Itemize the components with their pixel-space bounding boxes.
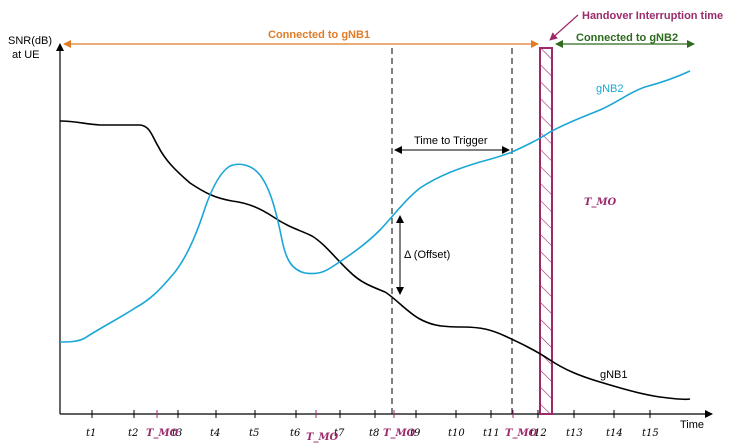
tick-label-t7: t7	[334, 428, 345, 439]
tick-label-t9: t9	[410, 428, 421, 439]
tick-label-t10: t10	[448, 428, 465, 439]
gnb2-curve-label: gNB2	[596, 83, 624, 95]
tmo-tick-label-4: T_MO	[505, 428, 538, 439]
y-axis-label-line2: at UE	[12, 49, 40, 61]
tmo-tick-marks	[156, 410, 514, 418]
tick-label-t4: t4	[210, 428, 220, 439]
x-axis-label: Time	[680, 419, 704, 431]
tick-label-t12: t12	[530, 428, 547, 439]
tick-label-t6: t6	[290, 428, 301, 439]
tick-label-t11: t11	[483, 428, 500, 439]
tick-label-t14: t14	[606, 428, 623, 439]
handover-pointer-arrow	[549, 14, 579, 41]
tmo-floating-label: T_MO	[584, 197, 617, 208]
gnb1-curve-label: gNB1	[600, 369, 628, 381]
tick-label-t15: t15	[642, 428, 659, 439]
tick-label-t2: t2	[128, 428, 138, 439]
tick-label-t3: t3	[172, 428, 182, 439]
handover-interruption-bar	[539, 47, 553, 415]
handover-interruption-label: Handover Interruption time	[582, 10, 723, 22]
connected-gnb2-label: Connected to gNB2	[576, 32, 678, 44]
gnb2-snr-curve	[59, 70, 691, 343]
tick-label-t1: t1	[86, 428, 96, 439]
connected-gnb1-label: Connected to gNB1	[268, 29, 370, 41]
y-axis-label-line1: SNR(dB)	[8, 35, 52, 47]
tmo-tick-label-3: T_MO	[383, 428, 416, 439]
time-to-trigger-label: Time to Trigger	[414, 135, 488, 147]
tmo-tick-label-2: T_MO	[306, 432, 339, 443]
tick-label-t8: t8	[369, 428, 379, 439]
gnb1-snr-curve	[59, 120, 691, 401]
tick-label-t13: t13	[566, 428, 583, 439]
tmo-tick-label-1: T_MO	[146, 428, 179, 439]
tick-marks	[91, 410, 651, 418]
offset-label: Δ (Offset)	[404, 249, 450, 261]
tick-label-t5: t5	[249, 428, 259, 439]
